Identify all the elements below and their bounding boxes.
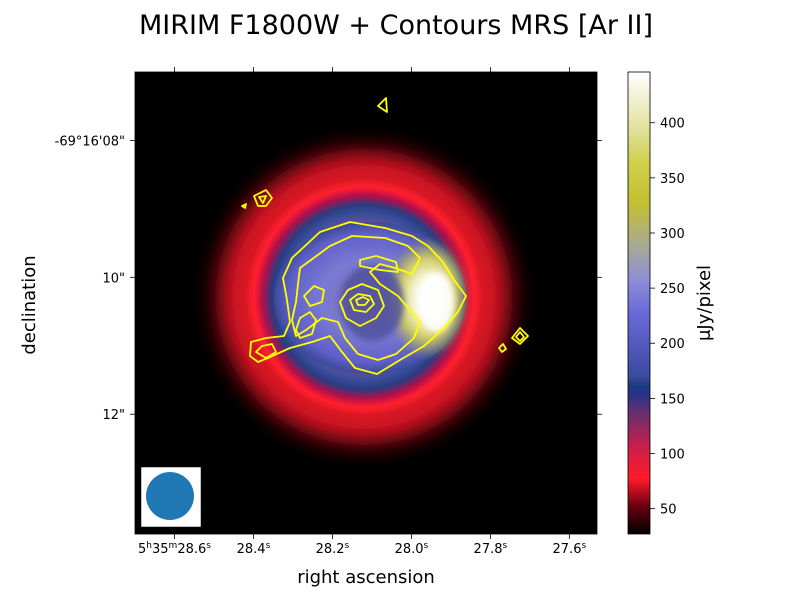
y-axis-label: declination xyxy=(19,255,40,354)
contour-ne-2 xyxy=(258,195,267,204)
y-tick-label: 12" xyxy=(102,408,125,423)
beam-ellipse xyxy=(146,472,194,520)
x-tick-label: 27.6s xyxy=(553,541,587,557)
y-tick-label: -69°16'08" xyxy=(55,134,125,149)
contour-sw xyxy=(255,343,277,359)
colorbar-tick-label: 400 xyxy=(660,117,685,132)
ring-center xyxy=(340,265,404,341)
contour-arc xyxy=(359,255,399,273)
contour-left-lower xyxy=(295,311,317,339)
x-tick-label: 28.0s xyxy=(395,541,429,557)
chart-title: MIRIM F1800W + Contours MRS [Ar II] xyxy=(139,10,653,41)
contour-ne-1 xyxy=(253,189,273,207)
colorbar-frame xyxy=(627,71,651,535)
y-tick-label: 10" xyxy=(102,271,125,286)
axes-frame xyxy=(134,71,598,535)
contour-left-blob xyxy=(303,285,325,307)
ar-ii-contours xyxy=(241,97,529,375)
colorbar-tick-label: 200 xyxy=(660,337,685,352)
x-tick-label: 28.2s xyxy=(316,541,350,557)
contour-north xyxy=(377,97,388,113)
colorbar xyxy=(628,72,650,534)
x-tick-label: 28.4s xyxy=(237,541,271,557)
x-tick-label: 27.8s xyxy=(474,541,508,557)
colorbar-tick-label: 100 xyxy=(660,448,685,463)
x-axis-ticks: 5h35m28.6s 28.4s 28.2s 28.0s 27.8s 27.6s xyxy=(138,67,586,557)
contour-inner-1 xyxy=(339,283,385,327)
contour-outer xyxy=(249,221,467,375)
x-tick-label: 5h35m28.6s xyxy=(138,541,211,557)
contour-ne-3 xyxy=(241,203,247,209)
y-axis-ticks: -69°16'08" 10" 12" xyxy=(55,134,602,423)
contour-inner-2 xyxy=(349,293,375,313)
colorbar-ticks: 50 100 150 200 250 300 350 400 xyxy=(650,117,685,518)
colorbar-tick-label: 300 xyxy=(660,227,685,242)
colorbar-tick-label: 350 xyxy=(660,172,685,187)
colorbar-tick-label: 250 xyxy=(660,282,685,297)
colorbar-label: μJy/pixel xyxy=(694,265,715,341)
contour-west-1 xyxy=(511,327,529,345)
contour-west-2 xyxy=(515,331,525,342)
crescent-peak xyxy=(418,272,454,332)
contour-inner-3 xyxy=(355,296,370,306)
x-axis-label: right ascension xyxy=(297,567,435,588)
colorbar-tick-label: 150 xyxy=(660,392,685,407)
contour-west-3 xyxy=(498,343,507,353)
colorbar-tick-label: 50 xyxy=(660,503,677,518)
